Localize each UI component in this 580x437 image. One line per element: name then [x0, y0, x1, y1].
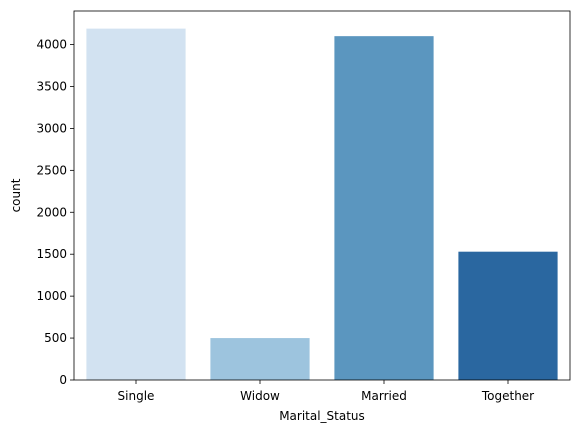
bar-widow — [210, 338, 310, 380]
bar-together — [458, 251, 558, 380]
y-tick-label: 1000 — [36, 289, 67, 303]
y-tick-label: 3500 — [36, 79, 67, 93]
y-tick-label: 2500 — [36, 163, 67, 177]
bar-single — [86, 28, 186, 381]
x-tick-label: Single — [118, 389, 155, 403]
y-tick-label: 500 — [44, 331, 67, 345]
y-tick-label: 0 — [59, 373, 67, 387]
x-tick-label: Together — [481, 389, 534, 403]
y-axis-label: count — [9, 178, 23, 212]
y-axis-ticks: 0 500 1000 1500 2000 2500 3000 3500 4000 — [36, 38, 74, 387]
bars-group — [86, 28, 558, 381]
y-tick-label: 3000 — [36, 121, 67, 135]
x-axis-label: Marital_Status — [279, 409, 365, 423]
bar-married — [334, 36, 434, 381]
x-tick-label: Widow — [240, 389, 280, 403]
x-axis-ticks: Single Widow Married Together — [118, 380, 534, 403]
y-tick-label: 1500 — [36, 247, 67, 261]
y-tick-label: 4000 — [36, 38, 67, 52]
y-tick-label: 2000 — [36, 205, 67, 219]
plot-frame — [73, 10, 571, 381]
x-tick-label: Married — [361, 389, 407, 403]
